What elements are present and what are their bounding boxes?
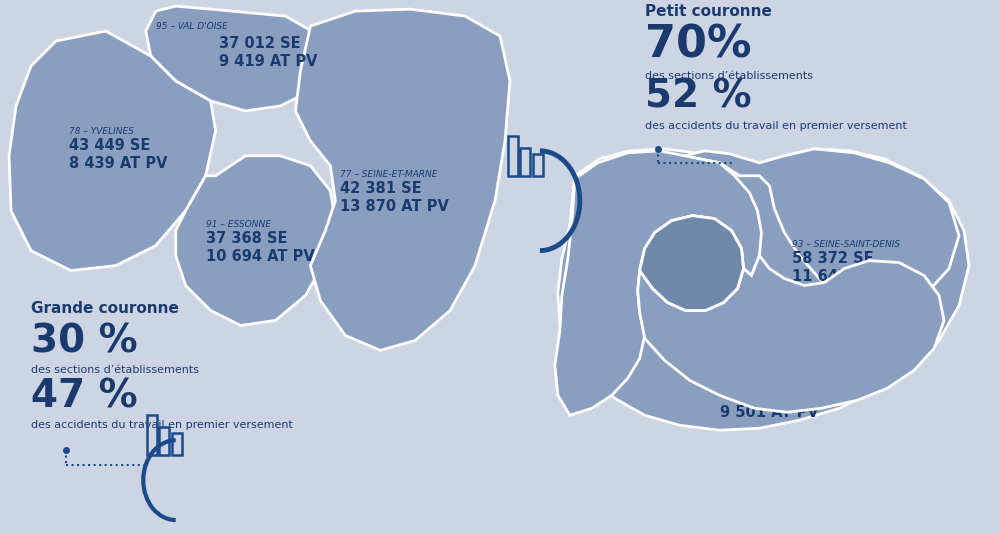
- Polygon shape: [685, 149, 959, 309]
- Text: 45 129 SE: 45 129 SE: [720, 387, 801, 402]
- Text: des accidents du travail en premier versement: des accidents du travail en premier vers…: [645, 121, 907, 131]
- Text: 13 870 AT PV: 13 870 AT PV: [340, 199, 449, 214]
- Text: 43 449 SE: 43 449 SE: [69, 138, 150, 153]
- Polygon shape: [558, 149, 969, 430]
- Text: des accidents du travail en premier versement: des accidents du travail en premier vers…: [31, 420, 293, 430]
- Text: 37 012 SE: 37 012 SE: [219, 36, 300, 51]
- Text: 95 – VAL D'OISE: 95 – VAL D'OISE: [156, 22, 228, 31]
- Text: 30 %: 30 %: [31, 323, 138, 360]
- Polygon shape: [9, 31, 216, 271]
- Text: 94 – VAL-DE-MARNE: 94 – VAL-DE-MARNE: [720, 376, 809, 386]
- Text: 201 871 SE: 201 871 SE: [650, 249, 742, 264]
- Text: 15 769 AT PV: 15 769 AT PV: [650, 268, 758, 282]
- Text: 78 – YVELINES: 78 – YVELINES: [69, 127, 134, 136]
- Text: 10 694 AT PV: 10 694 AT PV: [206, 249, 314, 264]
- Text: 9 501 AT PV: 9 501 AT PV: [720, 405, 818, 420]
- Polygon shape: [295, 9, 510, 350]
- Text: Grande couronne: Grande couronne: [31, 302, 179, 317]
- Polygon shape: [146, 6, 330, 111]
- Text: 9 825 AT PV: 9 825 AT PV: [560, 333, 658, 348]
- Text: 91 – ESSONNE: 91 – ESSONNE: [206, 219, 271, 229]
- Text: 42 381 SE: 42 381 SE: [340, 180, 422, 196]
- Text: des sections d’établissements: des sections d’établissements: [31, 365, 199, 375]
- Text: 58 372 SE: 58 372 SE: [792, 250, 874, 265]
- Text: 47 %: 47 %: [31, 377, 138, 415]
- Text: DE-SEINE: DE-SEINE: [564, 292, 606, 301]
- Text: 64 589 SE: 64 589 SE: [560, 316, 641, 331]
- Polygon shape: [640, 216, 743, 310]
- Text: 75 – PARIS: 75 – PARIS: [656, 240, 703, 249]
- Text: 92 – HAUTS-: 92 – HAUTS-: [564, 279, 620, 288]
- Polygon shape: [638, 256, 944, 412]
- Text: Petit couronne: Petit couronne: [645, 4, 772, 19]
- Polygon shape: [640, 216, 743, 310]
- Text: 37 368 SE: 37 368 SE: [206, 231, 287, 246]
- Polygon shape: [555, 151, 761, 415]
- Text: 52 %: 52 %: [645, 78, 751, 116]
- Text: 9 419 AT PV: 9 419 AT PV: [219, 54, 317, 69]
- Polygon shape: [176, 156, 335, 325]
- Text: des sections d’établissements: des sections d’établissements: [645, 71, 813, 81]
- Text: 8 439 AT PV: 8 439 AT PV: [69, 156, 167, 171]
- Text: 77 – SEINE-ET-MARNE: 77 – SEINE-ET-MARNE: [340, 170, 438, 179]
- Text: 93 – SEINE-SAINT-DENIS: 93 – SEINE-SAINT-DENIS: [792, 240, 900, 249]
- Text: 11 643 AT PVV: 11 643 AT PVV: [792, 269, 912, 284]
- Text: 70%: 70%: [645, 23, 751, 66]
